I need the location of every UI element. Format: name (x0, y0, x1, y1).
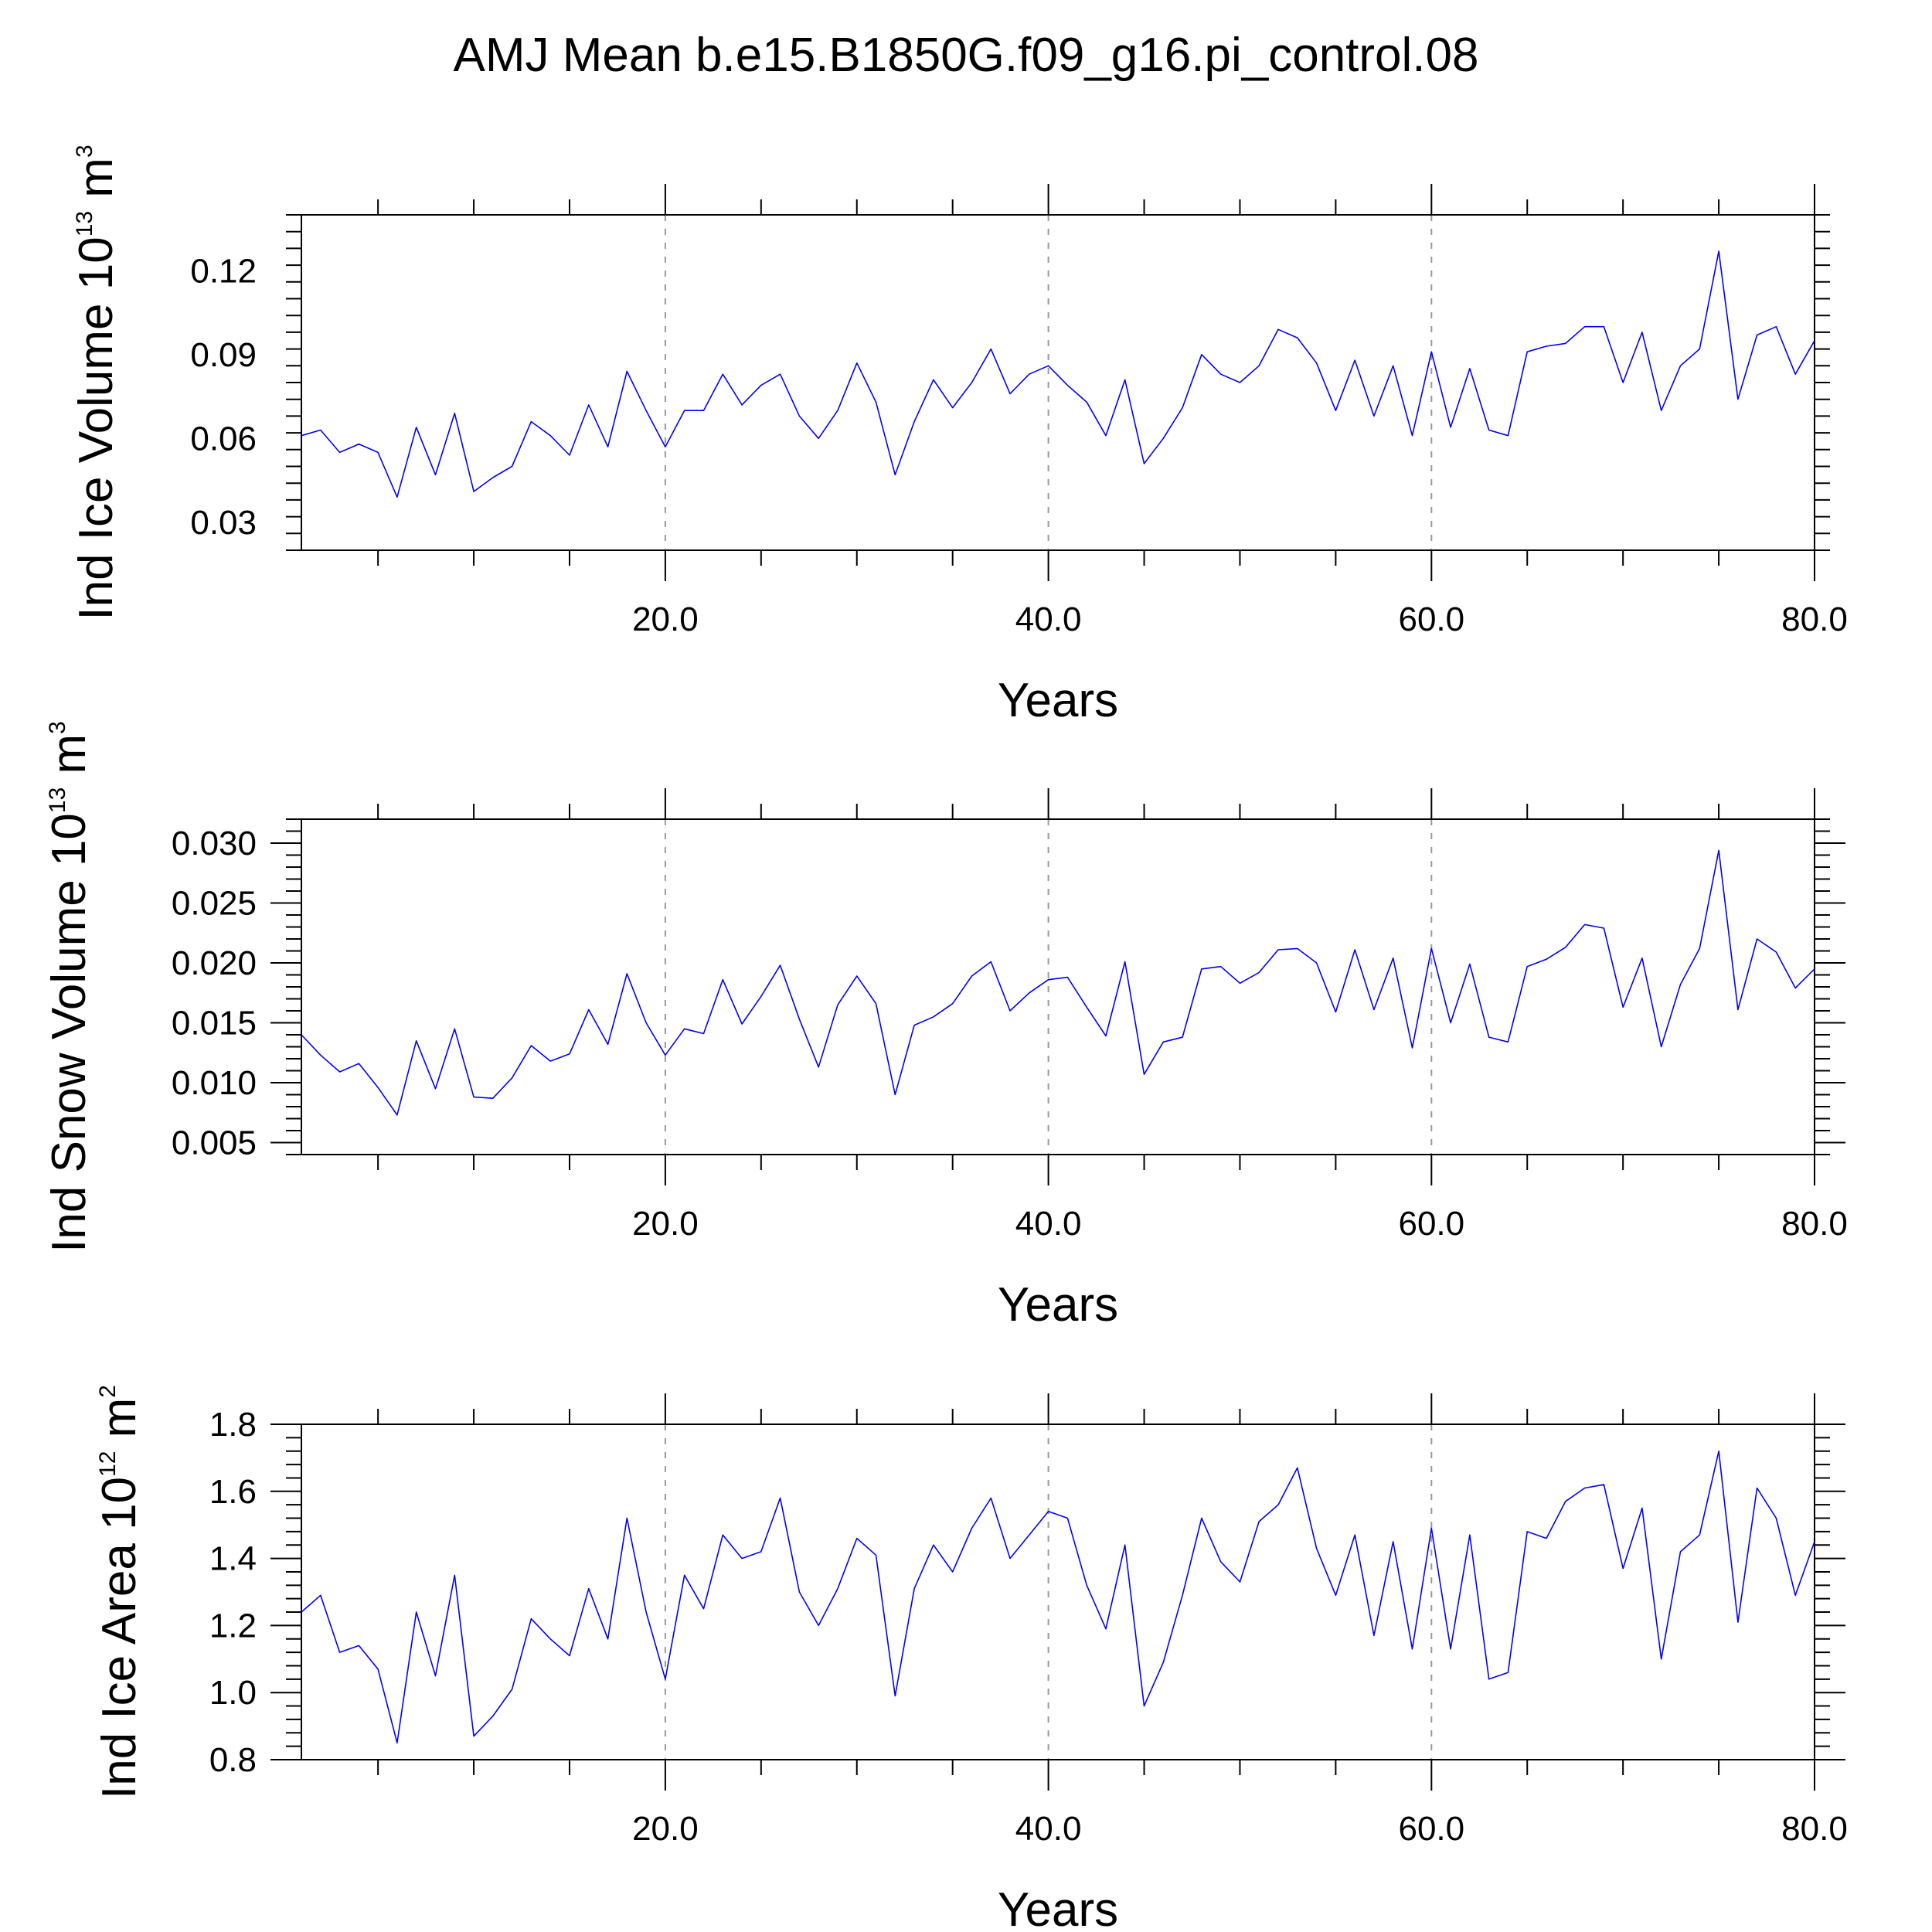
x-tick-label: 20.0 (632, 600, 699, 638)
x-axis-label: Years (998, 1883, 1118, 1932)
x-tick-label: 80.0 (1781, 600, 1848, 638)
y-tick-label: 0.06 (190, 420, 257, 457)
y-tick-label: 1.6 (209, 1473, 257, 1511)
x-tick-label: 40.0 (1015, 1205, 1082, 1243)
x-tick-label: 60.0 (1398, 1810, 1464, 1848)
x-tick-label: 80.0 (1781, 1205, 1848, 1243)
y-tick-label: 1.8 (209, 1406, 257, 1444)
y-tick-label: 0.8 (209, 1741, 257, 1779)
series-line (301, 1450, 1815, 1744)
y-tick-label: 0.010 (172, 1064, 257, 1102)
y-tick-label: 1.4 (209, 1540, 257, 1578)
x-tick-label: 40.0 (1015, 1810, 1082, 1848)
y-axis-label: Ind Ice Volume 1013 m3 (70, 145, 123, 620)
y-axis-label: Ind Ice Area 1012 m2 (93, 1385, 146, 1799)
series-line (301, 250, 1815, 498)
y-tick-label: 1.0 (209, 1674, 257, 1712)
y-tick-label: 0.030 (172, 825, 257, 862)
panel-ice-volume: 20.0 40.0 60.0 80.0 0.03 0.06 0.09 0.12 Years Ind… (70, 145, 1848, 727)
plot-frame (301, 818, 1815, 1155)
y-tick-label: 0.12 (190, 252, 257, 290)
figure-title: AMJ Mean b.e15.B1850G.f09_g16.pi_control… (453, 29, 1478, 82)
plot-frame (301, 1423, 1815, 1760)
x-tick-label: 60.0 (1398, 1205, 1464, 1243)
y-tick-label: 0.015 (172, 1005, 257, 1043)
x-tick-label: 60.0 (1398, 600, 1464, 638)
x-tick-label: 20.0 (632, 1205, 699, 1243)
y-tick-label: 0.020 (172, 944, 257, 982)
y-tick-label: 0.09 (190, 336, 257, 374)
y-tick-label: 0.025 (172, 885, 257, 923)
panel-ice-area: 20.0 40.0 60.0 80.0 0.8 1.0 1.2 1.4 1.6 1.8 Years I… (93, 1385, 1848, 1932)
y-tick-label: 0.005 (172, 1124, 257, 1162)
y-axis-label: Ind Snow Volume 1013 m3 (43, 721, 96, 1253)
x-tick-label: 40.0 (1015, 600, 1082, 638)
y-tick-label: 0.03 (190, 504, 257, 542)
series-line (301, 849, 1815, 1116)
x-axis-label: Years (998, 1278, 1118, 1332)
y-tick-label: 1.2 (209, 1607, 257, 1645)
x-tick-label: 80.0 (1781, 1810, 1848, 1848)
panel-snow-volume: 20.0 40.0 60.0 80.0 0.005 0.010 0.015 0.020 0.02… (43, 721, 1848, 1332)
x-tick-label: 20.0 (632, 1810, 699, 1848)
plot-frame (301, 214, 1815, 551)
x-axis-label: Years (998, 674, 1118, 727)
